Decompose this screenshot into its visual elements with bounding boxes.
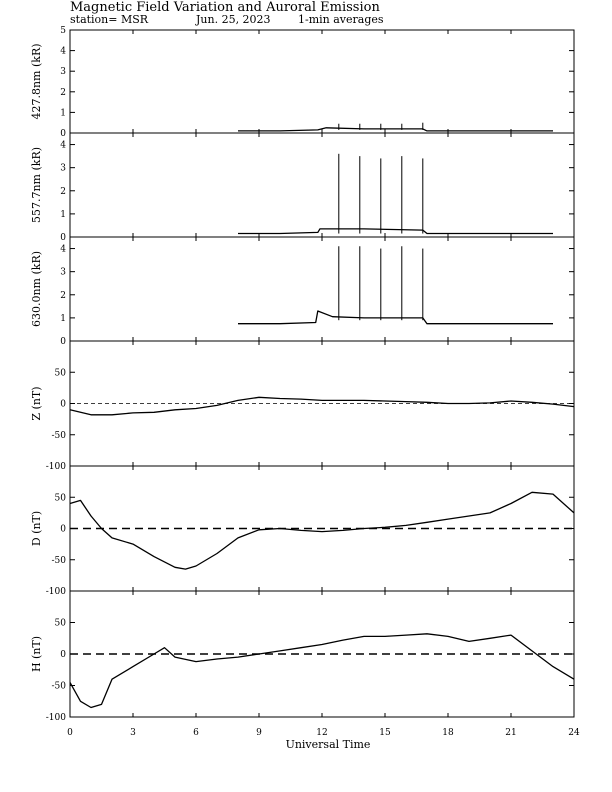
series-line <box>238 310 553 325</box>
y-tick-label: 50 <box>55 368 67 378</box>
y-tick-label: 5 <box>60 26 66 36</box>
x-tick-label: 3 <box>130 728 136 738</box>
x-tick-label: 12 <box>316 728 327 738</box>
y-tick-label: 2 <box>60 291 66 301</box>
y-axis-label: D (nT) <box>30 511 43 546</box>
y-tick-label: 3 <box>60 67 66 77</box>
x-tick-label: 9 <box>256 728 262 738</box>
y-tick-label: 2 <box>60 88 66 98</box>
y-tick-label: 0 <box>60 129 66 139</box>
panel-5: -100 -50 0 50 H (nT) <box>30 590 575 723</box>
averaging-label: 1-min averages <box>298 13 384 26</box>
x-tick-label: 6 <box>193 728 199 738</box>
x-tick-label: 18 <box>442 728 454 738</box>
date-label: Jun. 25, 2023 <box>195 13 271 26</box>
figure-title: Magnetic Field Variation and Auroral Emi… <box>70 0 380 15</box>
y-tick-label: 0 <box>60 650 66 660</box>
y-tick-label: 4 <box>60 47 66 57</box>
x-tick-label: 24 <box>568 728 580 738</box>
panel-3: -100 -50 0 50 Z (nT) <box>30 340 575 472</box>
y-tick-label: 1 <box>60 108 66 118</box>
station-label: station= MSR <box>70 13 149 26</box>
y-tick-label: 1 <box>60 314 66 324</box>
y-tick-label: 50 <box>55 493 67 503</box>
panel-frame <box>69 236 575 342</box>
panel-frame <box>69 29 575 134</box>
y-tick-label: -50 <box>52 682 67 692</box>
y-tick-label: 0 <box>60 337 66 347</box>
y-axis-label: 630.0nm (kR) <box>30 251 43 327</box>
y-tick-label: -50 <box>52 556 67 566</box>
panel-frame <box>69 132 575 238</box>
y-tick-label: -50 <box>52 431 67 441</box>
panel-1: 0 1 2 3 4 557.7nm (kR) <box>30 132 575 243</box>
y-tick-label: 50 <box>55 619 67 629</box>
x-tick-label: 21 <box>505 728 516 738</box>
series-line <box>69 633 575 709</box>
y-axis-label: Z (nT) <box>30 386 43 420</box>
panel-0: 0 1 2 3 4 5 427.8nm (kR) <box>30 26 575 139</box>
series-line <box>238 127 553 132</box>
y-tick-label: 4 <box>60 245 66 255</box>
x-tick-label: 0 <box>67 728 73 738</box>
y-tick-label: 0 <box>60 233 66 243</box>
y-tick-label: 4 <box>60 141 66 151</box>
y-tick-label: 3 <box>60 268 66 278</box>
y-tick-label: -100 <box>46 713 66 723</box>
x-tick-label: 15 <box>379 728 391 738</box>
series-line <box>69 491 575 570</box>
y-tick-label: 2 <box>60 187 66 197</box>
y-axis-label: H (nT) <box>30 636 43 672</box>
panel-2: 0 1 2 3 4 630.0nm (kR) <box>30 236 575 347</box>
y-tick-label: -100 <box>46 587 66 597</box>
series-line <box>238 228 553 235</box>
panel-4: -100 -50 0 50 D (nT) <box>30 465 575 597</box>
y-tick-label: 0 <box>60 525 66 535</box>
y-tick-label: 0 <box>60 400 66 410</box>
series-line <box>69 396 575 416</box>
y-axis-label: 427.8nm (kR) <box>30 43 43 119</box>
y-tick-label: -100 <box>46 462 66 472</box>
y-tick-label: 3 <box>60 164 66 174</box>
y-axis-label: 557.7nm (kR) <box>30 147 43 223</box>
x-axis-label: Universal Time <box>286 738 371 751</box>
y-tick-label: 1 <box>60 210 66 220</box>
